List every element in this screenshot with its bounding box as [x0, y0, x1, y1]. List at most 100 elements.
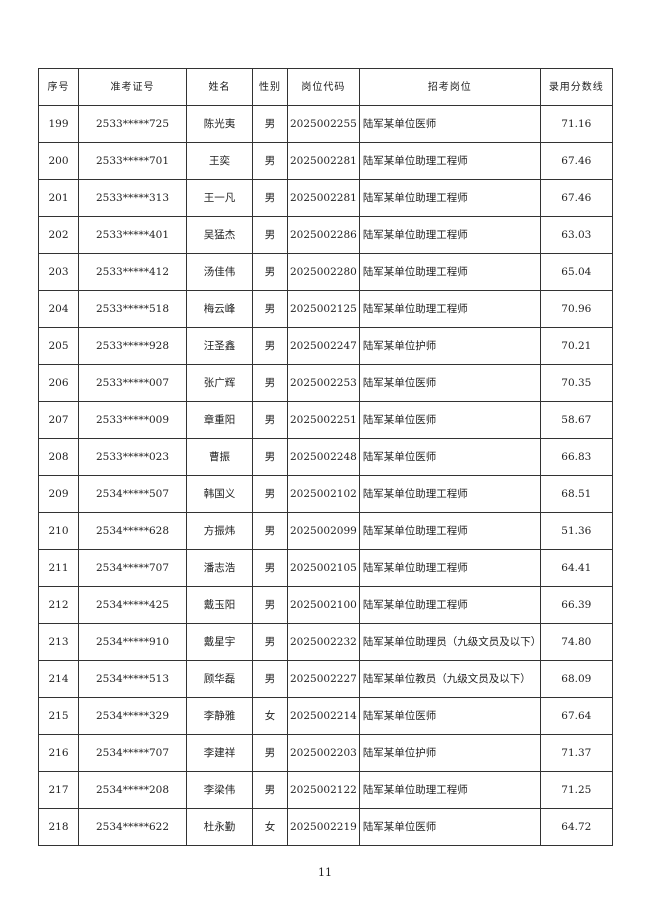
table-row: 215 2534*****329 李静雅女 2025002214 陆军某单位医师 67.6… — [38, 697, 613, 735]
cell-name: 梅云峰 — [186, 290, 253, 328]
cell-gender: 女 — [252, 808, 288, 846]
cell-post-code: 2025002255 — [287, 105, 360, 143]
cell-name: 顾华磊 — [186, 660, 253, 698]
header-exam-id: 准考证号 — [78, 68, 187, 106]
table-row: 212 2534*****425 戴玉阳男 2025002100 陆军某单位助理工程师 6… — [38, 586, 613, 624]
cell-exam-id: 2534*****208 — [78, 771, 187, 809]
cell-seq: 202 — [38, 216, 79, 254]
cell-gender: 男 — [252, 771, 288, 809]
cell-gender: 男 — [252, 290, 288, 328]
table-row: 214 2534*****513 顾华磊男 2025002227 陆军某单位教员（九级文… — [38, 660, 613, 698]
cell-gender: 男 — [252, 364, 288, 402]
cell-seq: 200 — [38, 142, 79, 180]
cell-post-code: 2025002125 — [287, 290, 360, 328]
results-table: 序号 准考证号 姓名 性别 岗位代码 招考岗位 录用分数线 199 2533*****725 陈… — [38, 68, 613, 846]
table-row: 208 2533*****023 曹振男 2025002248 陆军某单位医师 66.83 — [38, 438, 613, 476]
cell-name: 李静雅 — [186, 697, 253, 735]
table-row: 204 2533*****518 梅云峰男 2025002125 陆军某单位助理工程师 7… — [38, 290, 613, 328]
table-header-row: 序号 准考证号 姓名 性别 岗位代码 招考岗位 录用分数线 — [38, 68, 613, 106]
header-seq: 序号 — [38, 68, 79, 106]
cell-post: 陆军某单位医师 — [358, 364, 541, 402]
cell-exam-id: 2534*****707 — [78, 549, 187, 587]
cell-exam-id: 2533*****518 — [78, 290, 187, 328]
cell-post-code: 2025002122 — [287, 771, 360, 809]
table-row: 202 2533*****401 吴猛杰男 2025002286 陆军某单位助理工程师 6… — [38, 216, 613, 254]
table-row: 211 2534*****707 潘志浩男 2025002105 陆军某单位助理工程师 6… — [38, 549, 613, 587]
cell-score: 66.83 — [539, 438, 613, 476]
cell-name: 杜永勤 — [186, 808, 253, 846]
cell-exam-id: 2533*****412 — [78, 253, 187, 291]
cell-gender: 男 — [252, 327, 288, 365]
table-row: 217 2534*****208 李梁伟男 2025002122 陆军某单位助理工程师 7… — [38, 771, 613, 809]
cell-post-code: 2025002281 — [287, 179, 360, 217]
cell-score: 64.72 — [539, 808, 613, 846]
cell-post-code: 2025002251 — [287, 401, 360, 439]
cell-post: 陆军某单位助理工程师 — [358, 586, 541, 624]
cell-gender: 男 — [252, 142, 288, 180]
table-row: 200 2533*****701 王奕男 2025002281 陆军某单位助理工程师 67… — [38, 142, 613, 180]
table-row: 210 2534*****628 方振炜男 2025002099 陆军某单位助理工程师 5… — [38, 512, 613, 550]
cell-name: 潘志浩 — [186, 549, 253, 587]
cell-seq: 216 — [38, 734, 79, 772]
cell-post: 陆军某单位助理工程师 — [358, 253, 541, 291]
cell-score: 51.36 — [539, 512, 613, 550]
header-score: 录用分数线 — [539, 68, 613, 106]
cell-gender: 男 — [252, 623, 288, 661]
cell-score: 67.46 — [539, 142, 613, 180]
cell-post: 陆军某单位助理工程师 — [358, 771, 541, 809]
cell-exam-id: 2533*****007 — [78, 364, 187, 402]
cell-exam-id: 2534*****513 — [78, 660, 187, 698]
cell-gender: 女 — [252, 697, 288, 735]
cell-post: 陆军某单位助理工程师 — [358, 549, 541, 587]
table-row: 218 2534*****622 杜永勤女 2025002219 陆军某单位医师 64.7… — [38, 808, 613, 846]
cell-score: 67.46 — [539, 179, 613, 217]
cell-gender: 男 — [252, 586, 288, 624]
cell-post-code: 2025002203 — [287, 734, 360, 772]
cell-exam-id: 2533*****023 — [78, 438, 187, 476]
cell-exam-id: 2533*****401 — [78, 216, 187, 254]
cell-seq: 207 — [38, 401, 79, 439]
cell-seq: 199 — [38, 105, 79, 143]
table-row: 213 2534*****910 戴星宇男 2025002232 陆军某单位助理员（九级… — [38, 623, 613, 661]
table-row: 206 2533*****007 张广辉男 2025002253 陆军某单位医师 70.3… — [38, 364, 613, 402]
cell-post: 陆军某单位助理工程师 — [358, 512, 541, 550]
cell-post: 陆军某单位助理员（九级文员及以下） — [358, 623, 541, 661]
cell-gender: 男 — [252, 734, 288, 772]
cell-name: 曹振 — [186, 438, 253, 476]
header-post: 招考岗位 — [358, 68, 541, 106]
cell-gender: 男 — [252, 253, 288, 291]
cell-exam-id: 2534*****507 — [78, 475, 187, 513]
cell-post: 陆军某单位医师 — [358, 697, 541, 735]
cell-seq: 208 — [38, 438, 79, 476]
cell-gender: 男 — [252, 438, 288, 476]
table-row: 209 2534*****507 韩国义男 2025002102 陆军某单位助理工程师 6… — [38, 475, 613, 513]
cell-name: 张广辉 — [186, 364, 253, 402]
cell-post-code: 2025002102 — [287, 475, 360, 513]
cell-seq: 218 — [38, 808, 79, 846]
cell-post: 陆军某单位助理工程师 — [358, 216, 541, 254]
cell-name: 王一凡 — [186, 179, 253, 217]
cell-gender: 男 — [252, 660, 288, 698]
cell-seq: 211 — [38, 549, 79, 587]
cell-name: 韩国义 — [186, 475, 253, 513]
cell-score: 64.41 — [539, 549, 613, 587]
cell-gender: 男 — [252, 216, 288, 254]
table-row: 203 2533*****412 汤佳伟男 2025002280 陆军某单位助理工程师 6… — [38, 253, 613, 291]
cell-gender: 男 — [252, 549, 288, 587]
cell-score: 71.16 — [539, 105, 613, 143]
cell-post-code: 2025002248 — [287, 438, 360, 476]
cell-post-code: 2025002253 — [287, 364, 360, 402]
cell-post-code: 2025002105 — [287, 549, 360, 587]
cell-score: 70.21 — [539, 327, 613, 365]
cell-score: 71.37 — [539, 734, 613, 772]
cell-name: 吴猛杰 — [186, 216, 253, 254]
cell-seq: 213 — [38, 623, 79, 661]
cell-exam-id: 2534*****425 — [78, 586, 187, 624]
cell-name: 汤佳伟 — [186, 253, 253, 291]
cell-post: 陆军某单位助理工程师 — [358, 142, 541, 180]
cell-exam-id: 2534*****628 — [78, 512, 187, 550]
table-row: 205 2533*****928 汪圣鑫男 2025002247 陆军某单位护师 70.2… — [38, 327, 613, 365]
cell-name: 戴玉阳 — [186, 586, 253, 624]
cell-post-code: 2025002100 — [287, 586, 360, 624]
cell-score: 66.39 — [539, 586, 613, 624]
